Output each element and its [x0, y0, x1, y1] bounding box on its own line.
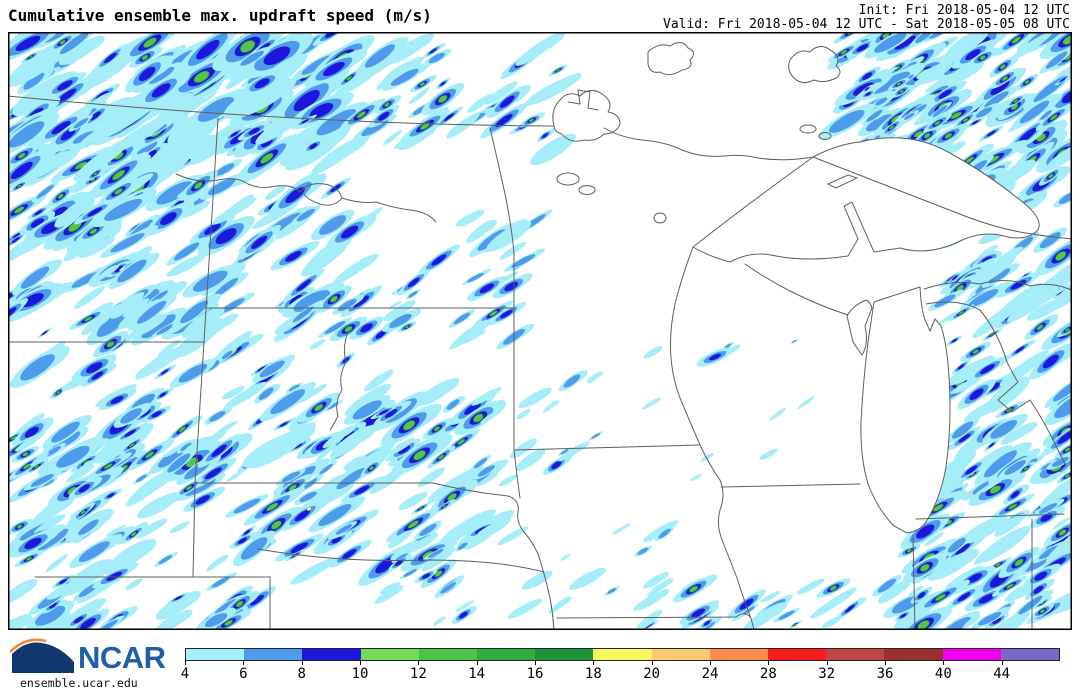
- ncar-logo-text: NCAR: [78, 640, 166, 675]
- colorbar-tick: [593, 661, 595, 665]
- colorbar-tick: [185, 661, 186, 665]
- colorbar-tick-label: 20: [643, 666, 661, 682]
- colorbar-segment: [477, 649, 536, 660]
- colorbar-tick-label: 18: [584, 666, 602, 682]
- colorbar-tick-label: 24: [701, 666, 719, 682]
- colorbar-tick-label: 8: [297, 666, 306, 682]
- state-borders: [9, 42, 1071, 629]
- colorbar-segment: [244, 649, 303, 660]
- page-title: Cumulative ensemble max. updraft speed (…: [8, 6, 432, 25]
- map-frame: [8, 32, 1072, 630]
- lake-superior: [692, 137, 1040, 263]
- lake-huron-shore: [923, 280, 1071, 291]
- michigan-indiana-border: [915, 513, 1065, 520]
- lake-oahe: [329, 331, 349, 431]
- illinois-indiana-border: [912, 536, 916, 629]
- colorbar-tick: [710, 661, 711, 665]
- canada-border-lakes: [603, 127, 814, 161]
- colorbar-tick: [243, 661, 245, 665]
- ncar-logo-icon: [10, 638, 74, 673]
- colorbar-tick-label: 16: [526, 666, 544, 682]
- wisconsin-michigan-border: [744, 263, 849, 316]
- colorbar-ticks: 4 6 8 10 12 14 16 18 20 24 28 32 36 40 44: [181, 661, 1060, 687]
- colorbar-tick-label: 28: [759, 666, 777, 682]
- colorbar-tick-label: 14: [468, 666, 486, 682]
- lake-michigan: [860, 286, 951, 534]
- mille-lacs-lake: [653, 212, 667, 224]
- colorbar-tick-label: 12: [409, 666, 427, 682]
- init-timestamp: Init: Fri 2018-05-04 12 UTC: [858, 3, 1070, 18]
- wisconsin-illinois-border: [720, 483, 861, 488]
- colorbar-segment: [418, 649, 478, 660]
- montana-dakota-border: [192, 117, 219, 578]
- colorbar-tick-label: 32: [818, 666, 836, 682]
- colorbar-tick-label: 4: [180, 666, 190, 682]
- fort-peck-reservoir: [175, 173, 343, 206]
- colorbar-segment: [360, 649, 419, 660]
- colorbar-tick-label: 6: [239, 666, 248, 682]
- lower-red-lake: [578, 185, 596, 195]
- canada-border-superior: [812, 156, 1071, 240]
- canada-border-west: [9, 95, 555, 127]
- northwest-angle: [567, 89, 599, 111]
- colorbar-tick: [476, 661, 478, 665]
- colorbar-tick-label: 40: [934, 666, 952, 682]
- colorbar-segment: [535, 649, 594, 660]
- great-lakes: [692, 137, 1040, 534]
- forecast-map: [8, 32, 1072, 630]
- colorbar-segment: [186, 649, 245, 660]
- colorbar-tick: [301, 661, 303, 665]
- mississippi-river-border: [670, 246, 755, 629]
- lake-of-the-woods: [552, 90, 621, 142]
- colorbar-segment: [942, 649, 1001, 660]
- green-bay: [846, 299, 873, 356]
- ontario-lake-a: [788, 46, 841, 84]
- colorbar-segment: [1000, 649, 1060, 660]
- isle-royale: [826, 174, 859, 189]
- missouri-river-border: [432, 482, 555, 629]
- site-url: ensemble.ucar.edu: [20, 676, 138, 690]
- colorbar-tick: [943, 661, 945, 665]
- rainy-lake-a: [799, 124, 817, 134]
- platte-river: [257, 548, 545, 573]
- colorbar: [185, 648, 1060, 661]
- colorbar-segment: [302, 649, 361, 660]
- colorbar-tick: [418, 661, 420, 665]
- colorbar-tick-label: 10: [351, 666, 369, 682]
- colorbar-tick-label: 36: [876, 666, 894, 682]
- valid-timestamp: Valid: Fri 2018-05-04 12 UTC - Sat 2018-…: [663, 17, 1070, 32]
- colorbar-tick: [360, 661, 361, 665]
- big-sioux-river: [513, 449, 521, 499]
- colorbar-segment: [768, 649, 827, 660]
- minnesota-west-border: [489, 127, 515, 451]
- colorbar-tick: [826, 661, 828, 665]
- colorbar-tick-label: 44: [993, 666, 1011, 682]
- colorbar-segment: [593, 649, 652, 660]
- colorbar-tick: [768, 661, 770, 665]
- colorbar-segment: [826, 649, 885, 660]
- ontario-lake-b: [647, 42, 694, 76]
- colorbar-segment: [709, 649, 769, 660]
- colorbar-tick: [535, 661, 536, 665]
- colorbar-segment: [651, 649, 710, 660]
- iowa-missouri-border: [556, 613, 752, 619]
- rainy-lake-b: [818, 132, 832, 140]
- minnesota-iowa-border: [513, 444, 701, 451]
- colorbar-segment: [884, 649, 943, 660]
- upper-red-lake: [556, 172, 580, 186]
- updraft-speed-field: [9, 33, 1071, 629]
- colorbar-tick: [651, 661, 653, 665]
- colorbar-tick: [885, 661, 886, 665]
- colorbar-tick: [1001, 661, 1003, 665]
- missouri-river-montana: [341, 197, 437, 223]
- michigan-lower-peninsula: [925, 301, 1067, 467]
